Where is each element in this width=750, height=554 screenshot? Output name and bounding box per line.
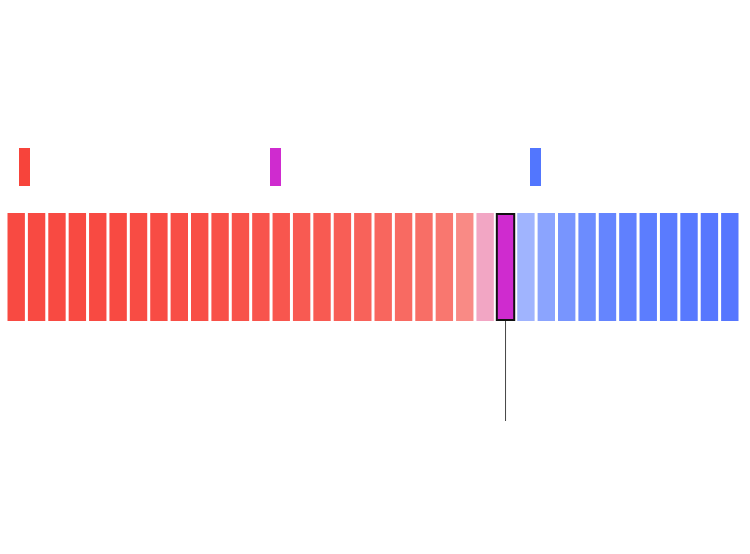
- bin-12: [252, 213, 270, 321]
- legend-swatch-tossup: [270, 148, 281, 186]
- bin-19: [394, 213, 413, 321]
- bin-5: [109, 213, 127, 321]
- bin-strip: [7, 213, 739, 321]
- bin-17: [354, 213, 372, 321]
- bin-2: [48, 213, 66, 321]
- bin-21: [435, 213, 454, 321]
- bin-23: [476, 213, 494, 321]
- bin-27: [558, 213, 576, 321]
- bin-0: [7, 213, 25, 321]
- bin-35: [721, 213, 739, 321]
- bin-18: [374, 213, 392, 321]
- legend-swatch-red: [19, 148, 30, 186]
- bin-7: [150, 213, 168, 321]
- bin-15: [313, 213, 331, 321]
- bin-1: [27, 213, 46, 321]
- bin-32: [659, 213, 678, 321]
- bin-29: [598, 213, 617, 321]
- bin-16: [333, 213, 352, 321]
- bin-33: [680, 213, 698, 321]
- bin-3: [68, 213, 87, 321]
- bin-11: [231, 213, 250, 321]
- bin-26: [537, 213, 555, 321]
- bin-10: [211, 213, 229, 321]
- bin-30: [619, 213, 637, 321]
- bin-highlighted: [495, 213, 516, 321]
- bin-14: [292, 213, 311, 321]
- bin-20: [415, 213, 433, 321]
- bin-31: [639, 213, 657, 321]
- bin-8: [170, 213, 188, 321]
- bin-13: [272, 213, 290, 321]
- bin-25: [517, 213, 535, 321]
- bin-6: [129, 213, 148, 321]
- bin-22: [456, 213, 474, 321]
- bin-28: [578, 213, 596, 321]
- bin-9: [191, 213, 209, 321]
- bin-4: [89, 213, 107, 321]
- legend-swatch-blue: [530, 148, 541, 186]
- bin-34: [700, 213, 719, 321]
